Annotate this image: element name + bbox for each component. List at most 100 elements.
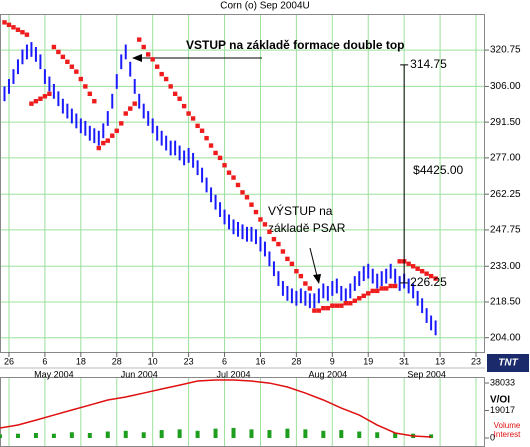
psar-dot [6, 22, 12, 28]
month-label: Sep 2004 [407, 369, 446, 379]
psar-dot [168, 84, 173, 89]
psar-dot [285, 256, 290, 262]
psar-dot [105, 138, 110, 143]
month-label: May 2004 [34, 369, 74, 379]
y-tick-label: 218.50 [490, 297, 521, 308]
volume-bar [141, 432, 146, 439]
psar-dot [56, 49, 61, 55]
psar-dot [370, 288, 375, 294]
x-tick-label: 28 [291, 356, 301, 366]
annotation: VSTUP na základě formace double top [186, 38, 405, 52]
psar-dot [150, 57, 155, 62]
x-tick-label: 23 [184, 356, 194, 366]
psar-dot [294, 268, 299, 274]
x-tick-label: 19 [363, 356, 373, 366]
month-label: Jun 2004 [121, 369, 158, 379]
psar-dot [128, 106, 133, 111]
volume-bar [15, 433, 20, 439]
x-tick-label: 6 [42, 356, 47, 366]
plot-frame [0, 14, 485, 353]
lower-y-tick-label: 19017 [490, 405, 515, 415]
volume-bar [33, 432, 38, 439]
x-tick-label: 16 [255, 356, 265, 366]
psar-dot [375, 288, 380, 294]
psar-dot [141, 44, 146, 50]
volume-bar [339, 430, 344, 439]
psar-dot [78, 76, 84, 82]
psar-dot [83, 84, 88, 89]
psar-dot [181, 103, 187, 109]
month-label: Jul 2004 [217, 369, 251, 379]
psar-dot [159, 71, 164, 77]
psar-dot [114, 128, 119, 133]
psar-dot [11, 25, 16, 30]
psar-dot [226, 170, 232, 175]
psar-dot [33, 99, 39, 104]
psar-dot [388, 283, 393, 289]
psar-dot [424, 271, 429, 276]
month-label: Aug 2004 [309, 369, 348, 379]
measure-label: 226.25 [410, 275, 447, 289]
psar-dot [307, 286, 313, 291]
psar-dot [361, 293, 366, 299]
y-tick-label: 320.75 [490, 45, 521, 56]
psar-dot [303, 281, 308, 286]
psar-dot [172, 91, 178, 97]
lower-y-tick-label: 0 [490, 432, 495, 442]
volume-bar [213, 428, 218, 439]
psar-dot [415, 266, 420, 271]
volume-bar [177, 429, 182, 439]
psar-dot [163, 76, 169, 82]
psar-dot [410, 264, 416, 269]
psar-dot [298, 273, 304, 279]
arrow [309, 247, 318, 277]
volume-bar [69, 432, 74, 439]
measure-label: $4425.00 [413, 163, 463, 177]
psar-dot [65, 59, 70, 64]
measure-label: 314.75 [410, 57, 447, 71]
psar-dot [240, 190, 245, 195]
psar-dot [2, 20, 7, 25]
y-tick-label: 262.25 [490, 189, 521, 200]
x-tick-label: 9 [330, 356, 335, 366]
volume-bar [267, 430, 272, 439]
volume-bar [159, 430, 164, 439]
psar-dot [20, 30, 25, 35]
y-tick-label: 204.00 [490, 332, 521, 343]
volume-bar [123, 430, 128, 439]
psar-dot [339, 303, 344, 308]
psar-dot [321, 305, 326, 311]
volume-bar [285, 428, 290, 439]
volume-bar [357, 431, 362, 439]
volume-bar [375, 432, 380, 439]
psar-dot [343, 301, 348, 306]
arrow-head [313, 274, 321, 284]
psar-dot [51, 44, 57, 50]
psar-dot [24, 32, 30, 37]
psar-dot [213, 150, 218, 156]
psar-dot [276, 241, 281, 247]
lower-y-tick-label: 38033 [490, 377, 515, 387]
psar-dot [217, 155, 223, 161]
psar-dot [406, 261, 411, 267]
psar-dot [96, 145, 101, 151]
volume-bar [87, 432, 92, 439]
annotation: základě PSAR [268, 221, 346, 235]
psar-dot [42, 94, 48, 99]
psar-dot [47, 91, 52, 97]
open-interest-line [0, 379, 432, 438]
psar-dot [69, 64, 75, 69]
volume-bar [231, 427, 236, 439]
psar-dot [231, 175, 236, 180]
psar-dot [74, 69, 79, 74]
psar-dot [132, 101, 137, 106]
psar-dot [249, 202, 254, 207]
psar-dot [222, 163, 227, 168]
psar-dot [366, 291, 371, 296]
psar-dot [119, 121, 124, 126]
volume-bar [429, 434, 434, 439]
psar-dot [262, 222, 268, 227]
y-tick-label: 291.50 [490, 117, 521, 128]
volume-bar [321, 430, 326, 439]
psar-dot [433, 276, 438, 281]
